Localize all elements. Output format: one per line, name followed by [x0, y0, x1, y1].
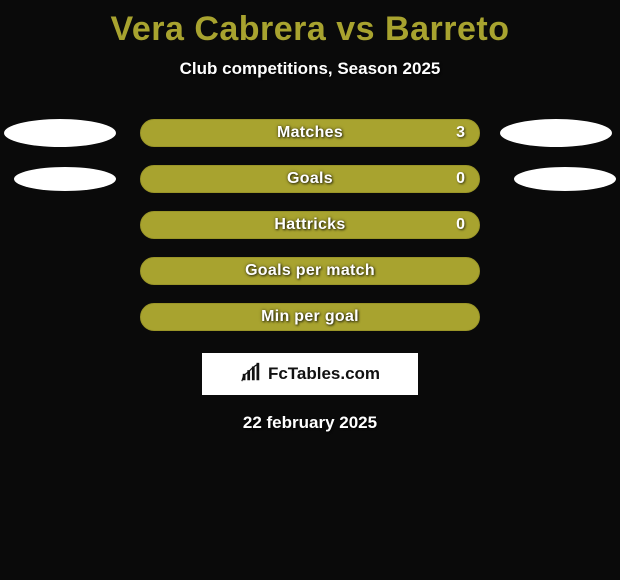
stat-value: 0	[456, 216, 465, 234]
bar-wrap: Goals 0	[140, 165, 480, 193]
left-ellipse	[14, 167, 116, 191]
stat-bar: Goals per match	[140, 257, 480, 285]
stat-row-goals: Goals 0	[0, 165, 620, 193]
stat-bar: Hattricks 0	[140, 211, 480, 239]
stat-label: Goals	[287, 170, 333, 188]
stat-row-goals-per-match: Goals per match	[0, 257, 620, 285]
right-ellipse	[500, 119, 612, 147]
stat-bar: Goals 0	[140, 165, 480, 193]
left-ellipse	[4, 119, 116, 147]
right-ellipse	[514, 167, 616, 191]
stat-rows: Matches 3 Goals 0 Hattricks 0 Goals per …	[0, 119, 620, 331]
branding-text: FcTables.com	[268, 364, 380, 384]
stat-label: Matches	[277, 124, 343, 142]
stat-value: 0	[456, 170, 465, 188]
stat-row-hattricks: Hattricks 0	[0, 211, 620, 239]
stat-bar: Min per goal	[140, 303, 480, 331]
date-label: 22 february 2025	[0, 413, 620, 433]
stat-label: Min per goal	[261, 308, 359, 326]
stat-label: Goals per match	[245, 262, 375, 280]
bar-wrap: Hattricks 0	[140, 211, 480, 239]
bar-wrap: Goals per match	[140, 257, 480, 285]
page-subtitle: Club competitions, Season 2025	[0, 59, 620, 79]
branding-badge: FcTables.com	[202, 353, 418, 395]
stat-row-min-per-goal: Min per goal	[0, 303, 620, 331]
bar-wrap: Min per goal	[140, 303, 480, 331]
stat-value: 3	[456, 124, 465, 142]
bar-wrap: Matches 3	[140, 119, 480, 147]
stat-row-matches: Matches 3	[0, 119, 620, 147]
stat-label: Hattricks	[274, 216, 345, 234]
page-title: Vera Cabrera vs Barreto	[0, 0, 620, 49]
stat-bar: Matches 3	[140, 119, 480, 147]
bar-chart-icon	[240, 361, 262, 388]
